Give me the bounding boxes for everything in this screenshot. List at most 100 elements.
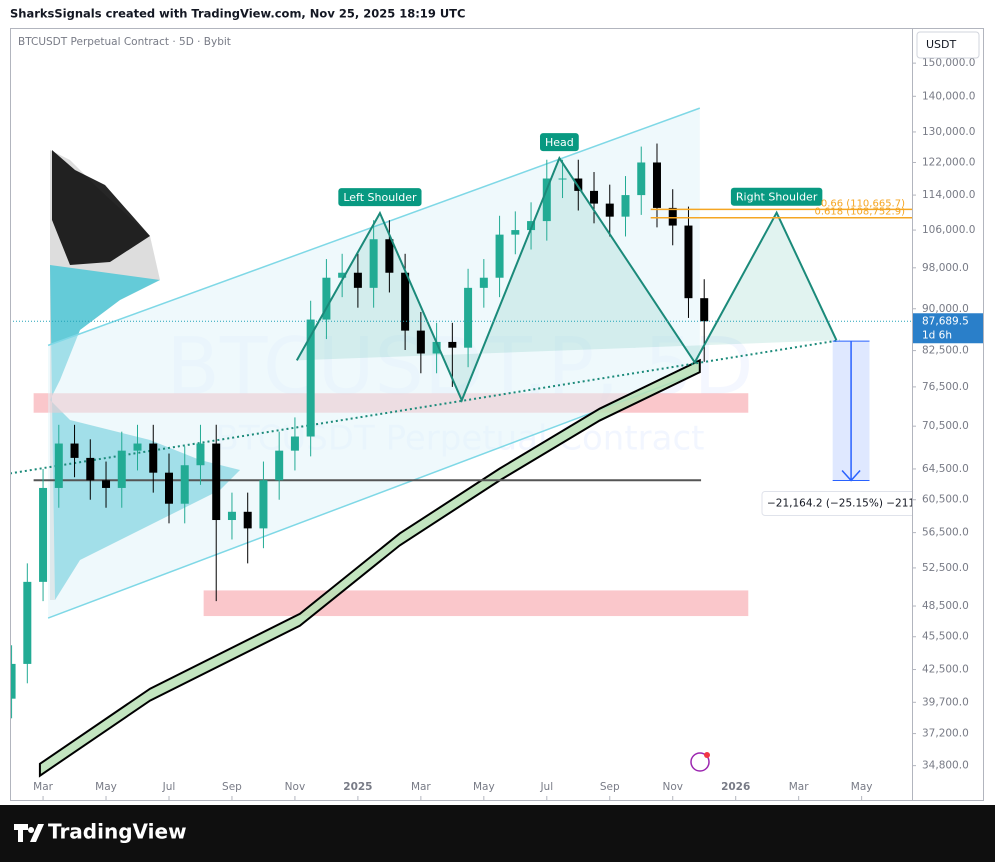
y-tick-label: 64,500.0 bbox=[922, 463, 969, 475]
zone bbox=[203, 590, 749, 617]
y-tick-label: 82,500.0 bbox=[922, 345, 969, 357]
candle-body bbox=[164, 472, 173, 504]
countdown: 1d 6h bbox=[922, 329, 952, 341]
alert-icon[interactable] bbox=[690, 752, 710, 772]
chart-title: BTCUSDT Perpetual Contract · 5D · Bybit bbox=[18, 36, 231, 48]
x-tick-label: Nov bbox=[285, 781, 306, 793]
candle-body bbox=[322, 277, 331, 320]
pattern-label-bg bbox=[540, 133, 579, 152]
y-tick-label: 48,500.0 bbox=[922, 600, 969, 612]
x-tick-label: Sep bbox=[600, 781, 620, 793]
y-tick-label: 52,500.0 bbox=[922, 562, 969, 574]
currency: USDT bbox=[926, 38, 957, 51]
candle-body bbox=[495, 234, 504, 278]
candle-body bbox=[558, 178, 567, 180]
pattern-label: Head bbox=[545, 136, 574, 149]
candle-body bbox=[621, 195, 630, 217]
candle-body bbox=[212, 443, 221, 521]
y-tick-label: 76,500.0 bbox=[922, 381, 969, 393]
candle-body bbox=[86, 457, 95, 481]
neckline bbox=[11, 339, 840, 475]
candle-body bbox=[684, 225, 693, 299]
last-price-box bbox=[913, 313, 983, 344]
y-tick-label: 56,500.0 bbox=[922, 527, 969, 539]
candle-body bbox=[259, 480, 268, 529]
candle-body bbox=[196, 443, 205, 466]
y-tick-label: 60,500.0 bbox=[922, 494, 969, 506]
candle-body bbox=[590, 190, 599, 204]
candle-body bbox=[306, 319, 315, 437]
measure-arrow bbox=[841, 341, 861, 482]
x-tick-label: Mar bbox=[411, 781, 431, 793]
candle-body bbox=[70, 443, 79, 458]
x-tick-label: 2026 bbox=[721, 781, 750, 793]
ma-band bbox=[38, 358, 701, 778]
x-tick-label: May bbox=[473, 781, 495, 793]
candle-body bbox=[637, 162, 646, 196]
candle-body bbox=[180, 465, 189, 504]
alert-dot bbox=[704, 752, 710, 758]
candle-body bbox=[605, 203, 614, 217]
candle-body bbox=[574, 178, 583, 191]
y-tick-label: 140,000.0 bbox=[922, 90, 975, 102]
pattern-label-bg bbox=[338, 188, 422, 207]
pattern-label: Right Shoulder bbox=[736, 191, 818, 204]
y-tick-label: 106,000.0 bbox=[922, 224, 975, 236]
pattern-line bbox=[295, 156, 838, 403]
fib-label: 0.618 (108,752.9) bbox=[814, 207, 905, 218]
measure-label-bg bbox=[761, 491, 912, 517]
plot-area: BTCUSDT.P, 5DBTCUSDT Perpetual ContractL… bbox=[11, 107, 918, 778]
candle-body bbox=[243, 511, 252, 529]
x-tick-label: Jul bbox=[162, 781, 176, 793]
measure-label: −21,164.2 (−25.15%) −211, bbox=[767, 498, 918, 510]
pattern-fill bbox=[296, 158, 837, 401]
candle-body bbox=[511, 230, 520, 235]
x-tick-label: Mar bbox=[789, 781, 809, 793]
fib-label: 0.66 (110,665.7) bbox=[821, 198, 905, 209]
footer-brand: TradingView bbox=[48, 820, 187, 844]
x-tick-label: Mar bbox=[33, 781, 53, 793]
candle-body bbox=[416, 330, 425, 354]
candle-body bbox=[385, 239, 394, 273]
x-tick-label: May bbox=[95, 781, 117, 793]
volume-profile-high bbox=[52, 150, 150, 265]
pattern-label-bg bbox=[730, 187, 823, 206]
footer-logo bbox=[14, 824, 44, 842]
x-tick-label: May bbox=[851, 781, 873, 793]
currency-bg bbox=[916, 31, 980, 59]
candle-body bbox=[448, 341, 457, 348]
y-tick-label: 70,500.0 bbox=[922, 420, 969, 432]
x-tick-label: 2025 bbox=[343, 781, 372, 793]
y-tick-label: 42,500.0 bbox=[922, 664, 969, 676]
candle-body bbox=[338, 272, 347, 278]
channel-fill bbox=[48, 108, 700, 619]
pattern-label: Left Shoulder bbox=[343, 191, 417, 204]
y-tick-label: 45,500.0 bbox=[922, 631, 969, 643]
chart-frame bbox=[10, 28, 984, 801]
candle-body bbox=[668, 207, 677, 226]
y-tick-label: 39,700.0 bbox=[922, 696, 969, 708]
candle-body bbox=[432, 341, 441, 354]
x-tick-label: Nov bbox=[662, 781, 683, 793]
candle-body bbox=[479, 277, 488, 288]
candle-body bbox=[39, 487, 48, 582]
last-price-label: 87,689.5 bbox=[922, 315, 969, 327]
y-tick-label: 37,200.0 bbox=[922, 728, 969, 740]
candle-body bbox=[102, 480, 111, 488]
y-tick-label: 122,000.0 bbox=[922, 156, 975, 168]
candle-body bbox=[542, 178, 551, 222]
candle-body bbox=[117, 450, 126, 488]
candle-body bbox=[527, 221, 536, 231]
candle-body bbox=[290, 436, 299, 451]
candle-body bbox=[11, 663, 16, 699]
candle-body bbox=[149, 443, 158, 473]
y-tick-label: 98,000.0 bbox=[922, 262, 969, 274]
candle-body bbox=[369, 239, 378, 288]
footer-bar bbox=[0, 805, 995, 862]
y-tick-label: 114,000.0 bbox=[922, 189, 975, 201]
candle-body bbox=[23, 581, 32, 664]
x-tick-label: Jul bbox=[539, 781, 553, 793]
candle-body bbox=[133, 443, 142, 451]
